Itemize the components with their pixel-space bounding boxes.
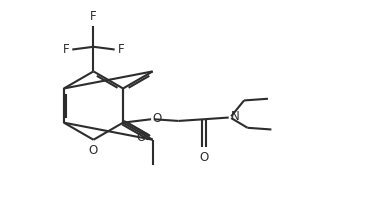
Text: F: F bbox=[118, 43, 124, 56]
Text: O: O bbox=[200, 151, 209, 164]
Text: O: O bbox=[136, 131, 145, 144]
Text: O: O bbox=[89, 144, 98, 157]
Text: N: N bbox=[230, 110, 240, 123]
Text: F: F bbox=[63, 43, 69, 56]
Text: F: F bbox=[90, 10, 97, 23]
Text: O: O bbox=[153, 112, 162, 125]
